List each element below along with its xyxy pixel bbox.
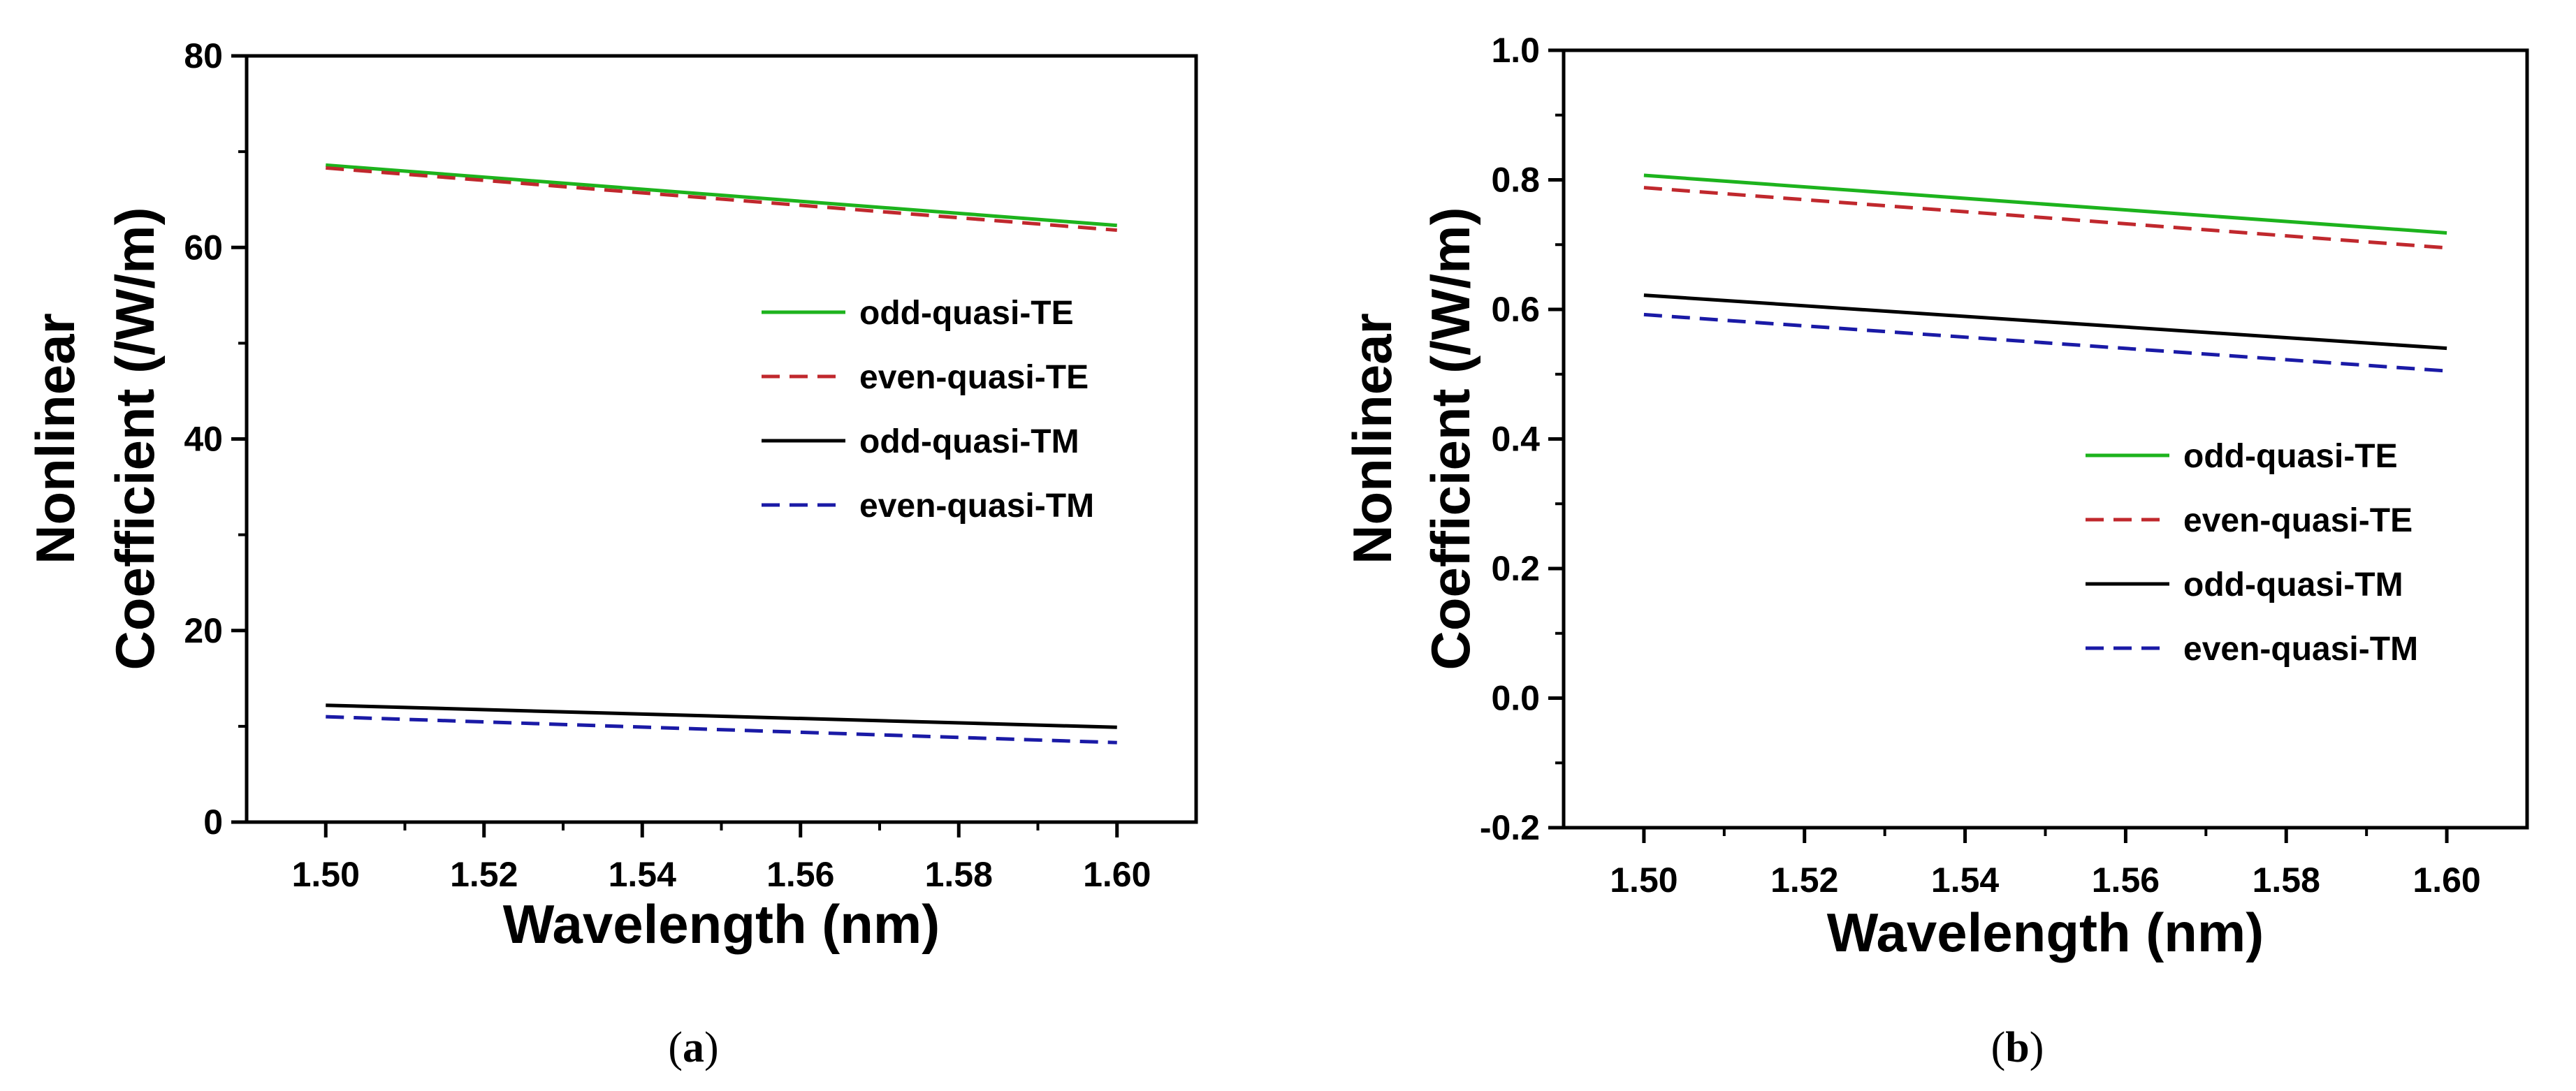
legend-label-even-quasi-TM: even-quasi-TM [2183, 631, 2418, 668]
x-tick-label: 1.56 [766, 855, 834, 894]
legend: odd-quasi-TE even-quasi-TE odd-quasi-TM eve… [2086, 438, 2418, 668]
chart-b: 1.50 1.52 1.54 1.56 1.58 1.60 -0.2 0.0 0.2 0.4 0.6… [1341, 31, 2529, 1071]
panel-label: (a) [668, 1024, 718, 1071]
y-axis-title-line: Coefficient (/W/m) [104, 207, 166, 671]
x-tick-label: 1.56 [2092, 861, 2160, 900]
y-tick-label: 0 [203, 803, 223, 842]
x-tick-label: 1.54 [1931, 861, 2000, 900]
legend-label-odd-quasi-TE: odd-quasi-TE [859, 295, 1074, 332]
series-line-odd-quasi-TE [326, 163, 1117, 228]
series-line-odd-quasi-TE [1643, 173, 2447, 235]
y-tick-label: 1.0 [1491, 31, 1540, 70]
legend-label-odd-quasi-TE: odd-quasi-TE [2183, 438, 2398, 475]
series-line-even-quasi-TE [326, 166, 1117, 233]
x-tick-label: 1.50 [292, 855, 360, 894]
x-tick-label: 1.54 [609, 855, 677, 894]
x-tick-label: 1.50 [1610, 861, 1678, 900]
x-tick-label: 1.52 [450, 855, 518, 894]
x-tick-label: 1.60 [1083, 855, 1151, 894]
y-axis-title-line: Nonlinear [1341, 313, 1403, 564]
y-tick-label: 0.2 [1491, 549, 1540, 588]
x-tick-label: 1.60 [2413, 861, 2480, 900]
y-tick-label: -0.2 [1480, 808, 1540, 847]
y-tick-label: 60 [184, 228, 223, 267]
series-line-odd-quasi-TM [1643, 293, 2447, 351]
y-tick-label: 0.8 [1491, 161, 1540, 200]
chart-a: 1.50 1.52 1.54 1.56 1.58 1.60 0 20 40 60 80 odd-qua… [24, 36, 1198, 1071]
y-axis-title-line: Nonlinear [24, 313, 86, 564]
y-tick-label: 20 [184, 611, 223, 650]
y-axis-title-line: Coefficient (/W/m) [1420, 207, 1481, 671]
x-axis-title: Wavelength (nm) [1827, 902, 2264, 963]
y-tick-label: 0.0 [1491, 679, 1540, 718]
legend-label-odd-quasi-TM: odd-quasi-TM [859, 423, 1079, 460]
y-tick-label: 40 [184, 420, 223, 459]
y-tick-label: 0.6 [1491, 290, 1540, 329]
x-tick-label: 1.58 [2253, 861, 2320, 900]
series-line-odd-quasi-TM [326, 703, 1117, 729]
y-tick-label: 0.4 [1491, 420, 1540, 459]
legend-label-odd-quasi-TM: odd-quasi-TM [2183, 566, 2403, 603]
legend-label-even-quasi-TM: even-quasi-TM [859, 488, 1094, 525]
x-tick-label: 1.58 [925, 855, 993, 894]
series-line-even-quasi-TE [1643, 186, 2447, 250]
panel-label: (b) [1991, 1024, 2044, 1071]
legend-label-even-quasi-TE: even-quasi-TE [859, 359, 1089, 396]
legend-label-even-quasi-TE: even-quasi-TE [2183, 502, 2413, 539]
series-line-even-quasi-TM [1643, 312, 2447, 373]
x-tick-label: 1.52 [1770, 861, 1838, 900]
legend: odd-quasi-TE even-quasi-TE odd-quasi-TM eve… [762, 295, 1094, 525]
x-axis-title: Wavelength (nm) [503, 893, 940, 955]
y-tick-label: 80 [184, 36, 223, 75]
series-line-even-quasi-TM [326, 715, 1117, 745]
